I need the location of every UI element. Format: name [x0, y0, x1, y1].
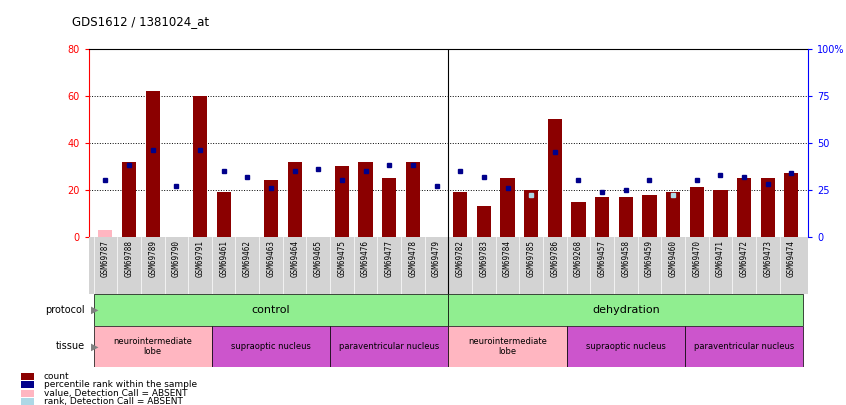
Text: GSM69784: GSM69784 — [503, 240, 512, 277]
Bar — [21, 390, 34, 396]
Text: GSM69788: GSM69788 — [124, 240, 134, 277]
Text: GSM69462: GSM69462 — [243, 240, 252, 277]
Text: GDS1612 / 1381024_at: GDS1612 / 1381024_at — [72, 15, 209, 28]
Text: GSM69786: GSM69786 — [551, 240, 559, 277]
Bar — [98, 230, 113, 237]
Text: GSM69459: GSM69459 — [645, 240, 654, 277]
Bar — [448, 294, 803, 326]
Bar — [642, 194, 656, 237]
Text: GSM69477: GSM69477 — [385, 240, 393, 277]
Bar — [122, 162, 136, 237]
Bar — [477, 206, 491, 237]
Bar — [666, 192, 680, 237]
Text: GSM69785: GSM69785 — [527, 240, 536, 277]
Bar — [713, 190, 728, 237]
Text: dehydration: dehydration — [592, 305, 660, 315]
Bar — [146, 91, 160, 237]
Bar — [689, 188, 704, 237]
Bar — [406, 162, 420, 237]
Text: GSM69476: GSM69476 — [361, 240, 370, 277]
Bar — [21, 373, 34, 379]
Bar — [448, 326, 567, 367]
Bar — [94, 326, 212, 367]
Text: GSM69787: GSM69787 — [101, 240, 110, 277]
Bar — [524, 190, 538, 237]
Text: GSM69475: GSM69475 — [338, 240, 346, 277]
Text: neurointermediate
lobe: neurointermediate lobe — [113, 337, 192, 356]
Text: value, Detection Call = ABSENT: value, Detection Call = ABSENT — [44, 388, 187, 398]
Bar — [335, 166, 349, 237]
Text: GSM69458: GSM69458 — [621, 240, 630, 277]
Text: GSM69461: GSM69461 — [219, 240, 228, 277]
Text: GSM69464: GSM69464 — [290, 240, 299, 277]
Bar — [784, 173, 799, 237]
Bar — [595, 197, 609, 237]
Bar — [212, 326, 330, 367]
Text: GSM69463: GSM69463 — [266, 240, 276, 277]
Bar — [547, 119, 562, 237]
Text: GSM69472: GSM69472 — [739, 240, 749, 277]
Text: GSM69791: GSM69791 — [195, 240, 205, 277]
Text: GSM69473: GSM69473 — [763, 240, 772, 277]
Bar — [567, 326, 685, 367]
Text: protocol: protocol — [45, 305, 85, 315]
Bar — [685, 326, 803, 367]
Text: GSM69782: GSM69782 — [456, 240, 464, 277]
Bar — [330, 326, 448, 367]
Bar — [359, 162, 373, 237]
Bar — [193, 96, 207, 237]
Text: neurointermediate
lobe: neurointermediate lobe — [468, 337, 547, 356]
Bar — [737, 178, 751, 237]
Text: control: control — [251, 305, 290, 315]
Text: ▶: ▶ — [91, 341, 98, 351]
Text: GSM69460: GSM69460 — [668, 240, 678, 277]
Bar — [94, 294, 448, 326]
Text: GSM69479: GSM69479 — [432, 240, 441, 277]
Bar — [453, 192, 467, 237]
Bar — [21, 381, 34, 388]
Text: supraoptic nucleus: supraoptic nucleus — [585, 342, 666, 351]
Text: paraventricular nucleus: paraventricular nucleus — [339, 342, 439, 351]
Bar — [618, 197, 633, 237]
Bar — [264, 181, 278, 237]
Text: supraoptic nucleus: supraoptic nucleus — [231, 342, 311, 351]
Text: ▶: ▶ — [91, 305, 98, 315]
Text: paraventricular nucleus: paraventricular nucleus — [694, 342, 794, 351]
Text: tissue: tissue — [56, 341, 85, 351]
Bar — [288, 162, 302, 237]
Text: GSM69789: GSM69789 — [148, 240, 157, 277]
Bar — [382, 178, 396, 237]
Text: percentile rank within the sample: percentile rank within the sample — [44, 380, 197, 389]
Text: GSM69465: GSM69465 — [314, 240, 323, 277]
Text: GSM69790: GSM69790 — [172, 240, 181, 277]
Bar — [21, 398, 34, 405]
Text: GSM69268: GSM69268 — [574, 240, 583, 277]
Bar — [501, 178, 514, 237]
Bar — [571, 202, 585, 237]
Text: GSM69783: GSM69783 — [480, 240, 488, 277]
Text: rank, Detection Call = ABSENT: rank, Detection Call = ABSENT — [44, 397, 183, 405]
Text: GSM69457: GSM69457 — [597, 240, 607, 277]
Text: GSM69471: GSM69471 — [716, 240, 725, 277]
Bar — [217, 192, 231, 237]
Text: GSM69470: GSM69470 — [692, 240, 701, 277]
Bar — [761, 178, 775, 237]
Text: GSM69474: GSM69474 — [787, 240, 796, 277]
Text: count: count — [44, 372, 69, 381]
Text: GSM69478: GSM69478 — [409, 240, 417, 277]
